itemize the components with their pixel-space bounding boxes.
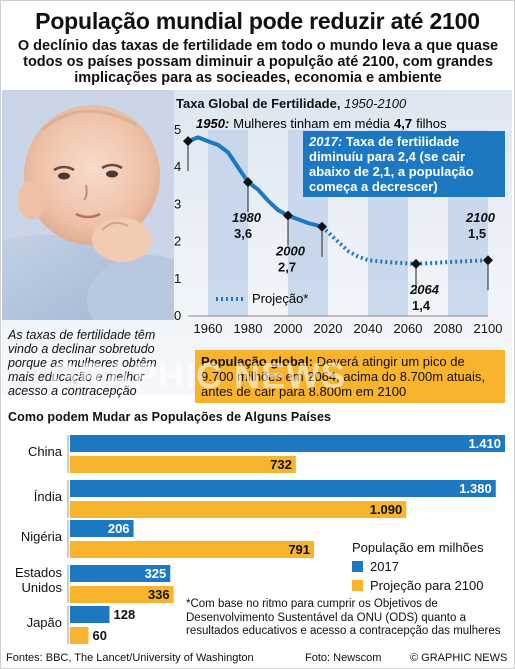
x-tick-label: 1960: [194, 321, 223, 336]
countries-chart-title: Como podem Mudar as Populações de Alguns…: [8, 410, 332, 424]
category-label: Japão: [27, 615, 62, 630]
marker-point: [183, 136, 193, 147]
point-label-value: 3,6: [234, 226, 252, 241]
bar-value-label: 1.380: [459, 481, 492, 496]
photo-credit: Foto: Newscom: [305, 652, 382, 664]
bar-2017: [70, 565, 171, 582]
legend-swatch-orange: [352, 580, 363, 591]
x-tick-label: 2000: [274, 321, 303, 336]
point-label-year: 2064: [409, 282, 440, 297]
copyright: © GRAPHIC NEWS: [410, 652, 508, 664]
annotation-1950: 1950: Mulheres tinham em média 4,7 filhos: [196, 116, 447, 131]
legend-item-2017: 2017: [352, 557, 484, 576]
category-label: China: [28, 444, 63, 459]
projection-legend-label: Projeção*: [252, 291, 308, 306]
baby-illustration: [2, 90, 174, 320]
bar-projection: [70, 627, 89, 644]
y-tick-label: 5: [174, 122, 181, 137]
bar-projection: [70, 501, 407, 518]
legend-label-2017: 2017: [370, 559, 399, 574]
sources: Fontes: BBC, The Lancet/University of Wa…: [6, 652, 254, 664]
bar-2017: [70, 520, 134, 537]
point-label-year: 2100: [465, 210, 496, 225]
bar-value-label: 1.410: [468, 436, 501, 451]
point-label-value: 2,7: [278, 260, 296, 275]
y-tick-label: 0: [174, 308, 181, 323]
y-tick-label: 2: [174, 234, 181, 249]
legend-swatch-blue: [352, 561, 363, 572]
bar-value-label: 1.090: [370, 502, 403, 517]
callout-2017-year: 2017:: [309, 134, 343, 149]
y-tick-label: 3: [174, 196, 181, 211]
bar-projection: [70, 586, 174, 603]
projection-legend: Projeção*: [216, 291, 308, 306]
fertility-chart-range: 1950-2100: [344, 96, 407, 111]
bar-value-label: 325: [145, 566, 167, 581]
category-label: Índia: [34, 489, 63, 504]
marker-point: [283, 210, 293, 221]
bar-projection: [70, 456, 296, 473]
global-population-text: Deverá atingir um pico de 9.700 milhões …: [201, 354, 486, 399]
photo-caption: As taxas de fertilidade têm vindo a decl…: [8, 328, 157, 398]
annotation-1950-value: 4,7: [394, 116, 412, 131]
fertility-chart-title-text: Taxa Global de Fertilidade,: [176, 96, 341, 111]
y-tick-labels: 0 1 2 3 4 5: [174, 122, 181, 323]
y-tick-label: 4: [174, 159, 181, 174]
page-title: População mundial pode reduzir até 2100: [35, 8, 480, 34]
marker-point: [483, 255, 493, 266]
bar-value-label: 336: [148, 587, 170, 602]
point-label-year: 2000: [275, 244, 306, 259]
point-label-value: 1,4: [412, 298, 431, 313]
chart-legend: População em milhões 2017 Projeção para …: [352, 538, 484, 595]
bar-2017: [70, 606, 110, 623]
annotation-1950-text: Mulheres tinham em média: [233, 116, 391, 131]
fertility-chart-title: Taxa Global de Fertilidade, 1950-2100: [176, 96, 406, 111]
global-population-label: População global:: [201, 354, 313, 369]
annotation-1950-year: 1950:: [196, 116, 229, 131]
footnote: *Com base no ritmo para cumprir os Objet…: [186, 598, 501, 637]
bar-value-label: 206: [108, 521, 130, 536]
countries-bar-chart: China 1.410 732 Índia 1.380 1.090 Nigéria 206 79…: [15, 435, 505, 644]
x-tick-label: 1980: [234, 321, 263, 336]
marker-point: [317, 221, 327, 232]
bar-value-label: 128: [113, 607, 135, 622]
bar-2017: [70, 435, 505, 452]
x-tick-labels: 1960 1980 2000 2020 2040 2060 2080 2100: [194, 321, 503, 336]
bar-2017: [70, 480, 496, 497]
point-label-value: 1,5: [468, 226, 486, 241]
callout-2017-text: Taxa de fertilidade diminuíu para 2,4 (s…: [309, 134, 474, 194]
legend-item-projection: Projeção para 2100: [352, 576, 484, 595]
y-tick-label: 1: [174, 271, 181, 286]
series-line-projection: [320, 225, 489, 266]
callout-2017: 2017: Taxa de fertilidade diminuíu para …: [303, 131, 505, 197]
category-label: Estados: [15, 565, 62, 580]
x-tick-label: 2100: [474, 321, 503, 336]
category-label-line2: Unidos: [22, 580, 63, 595]
legend-label-projection: Projeção para 2100: [370, 578, 484, 593]
page-subtitle: O declínio das taxas de fertilidade em t…: [17, 38, 499, 86]
marker-point: [411, 258, 421, 269]
marker-point: [243, 177, 253, 188]
series-line-historic: [186, 135, 324, 229]
category-label: Nigéria: [21, 529, 63, 544]
x-tick-label: 2060: [394, 321, 423, 336]
annotation-1950-unit: filhos: [416, 116, 447, 131]
baby-photo: [2, 90, 174, 320]
chart-band: [208, 130, 248, 316]
bar-groups: China 1.410 732 Índia 1.380 1.090 Nigéria 206 79…: [15, 435, 505, 644]
global-population-box: População global: Deverá atingir um pico…: [195, 350, 505, 403]
bar-projection: [70, 541, 315, 558]
point-label-year: 1980: [232, 210, 262, 225]
bar-value-label: 791: [288, 542, 310, 557]
x-tick-label: 2020: [314, 321, 343, 336]
bar-value-label: 60: [93, 628, 107, 643]
legend-title: População em milhões: [352, 540, 484, 555]
x-tick-label: 2040: [354, 321, 383, 336]
bar-value-label: 732: [270, 457, 292, 472]
x-tick-label: 2080: [434, 321, 463, 336]
markers: [183, 136, 493, 269]
